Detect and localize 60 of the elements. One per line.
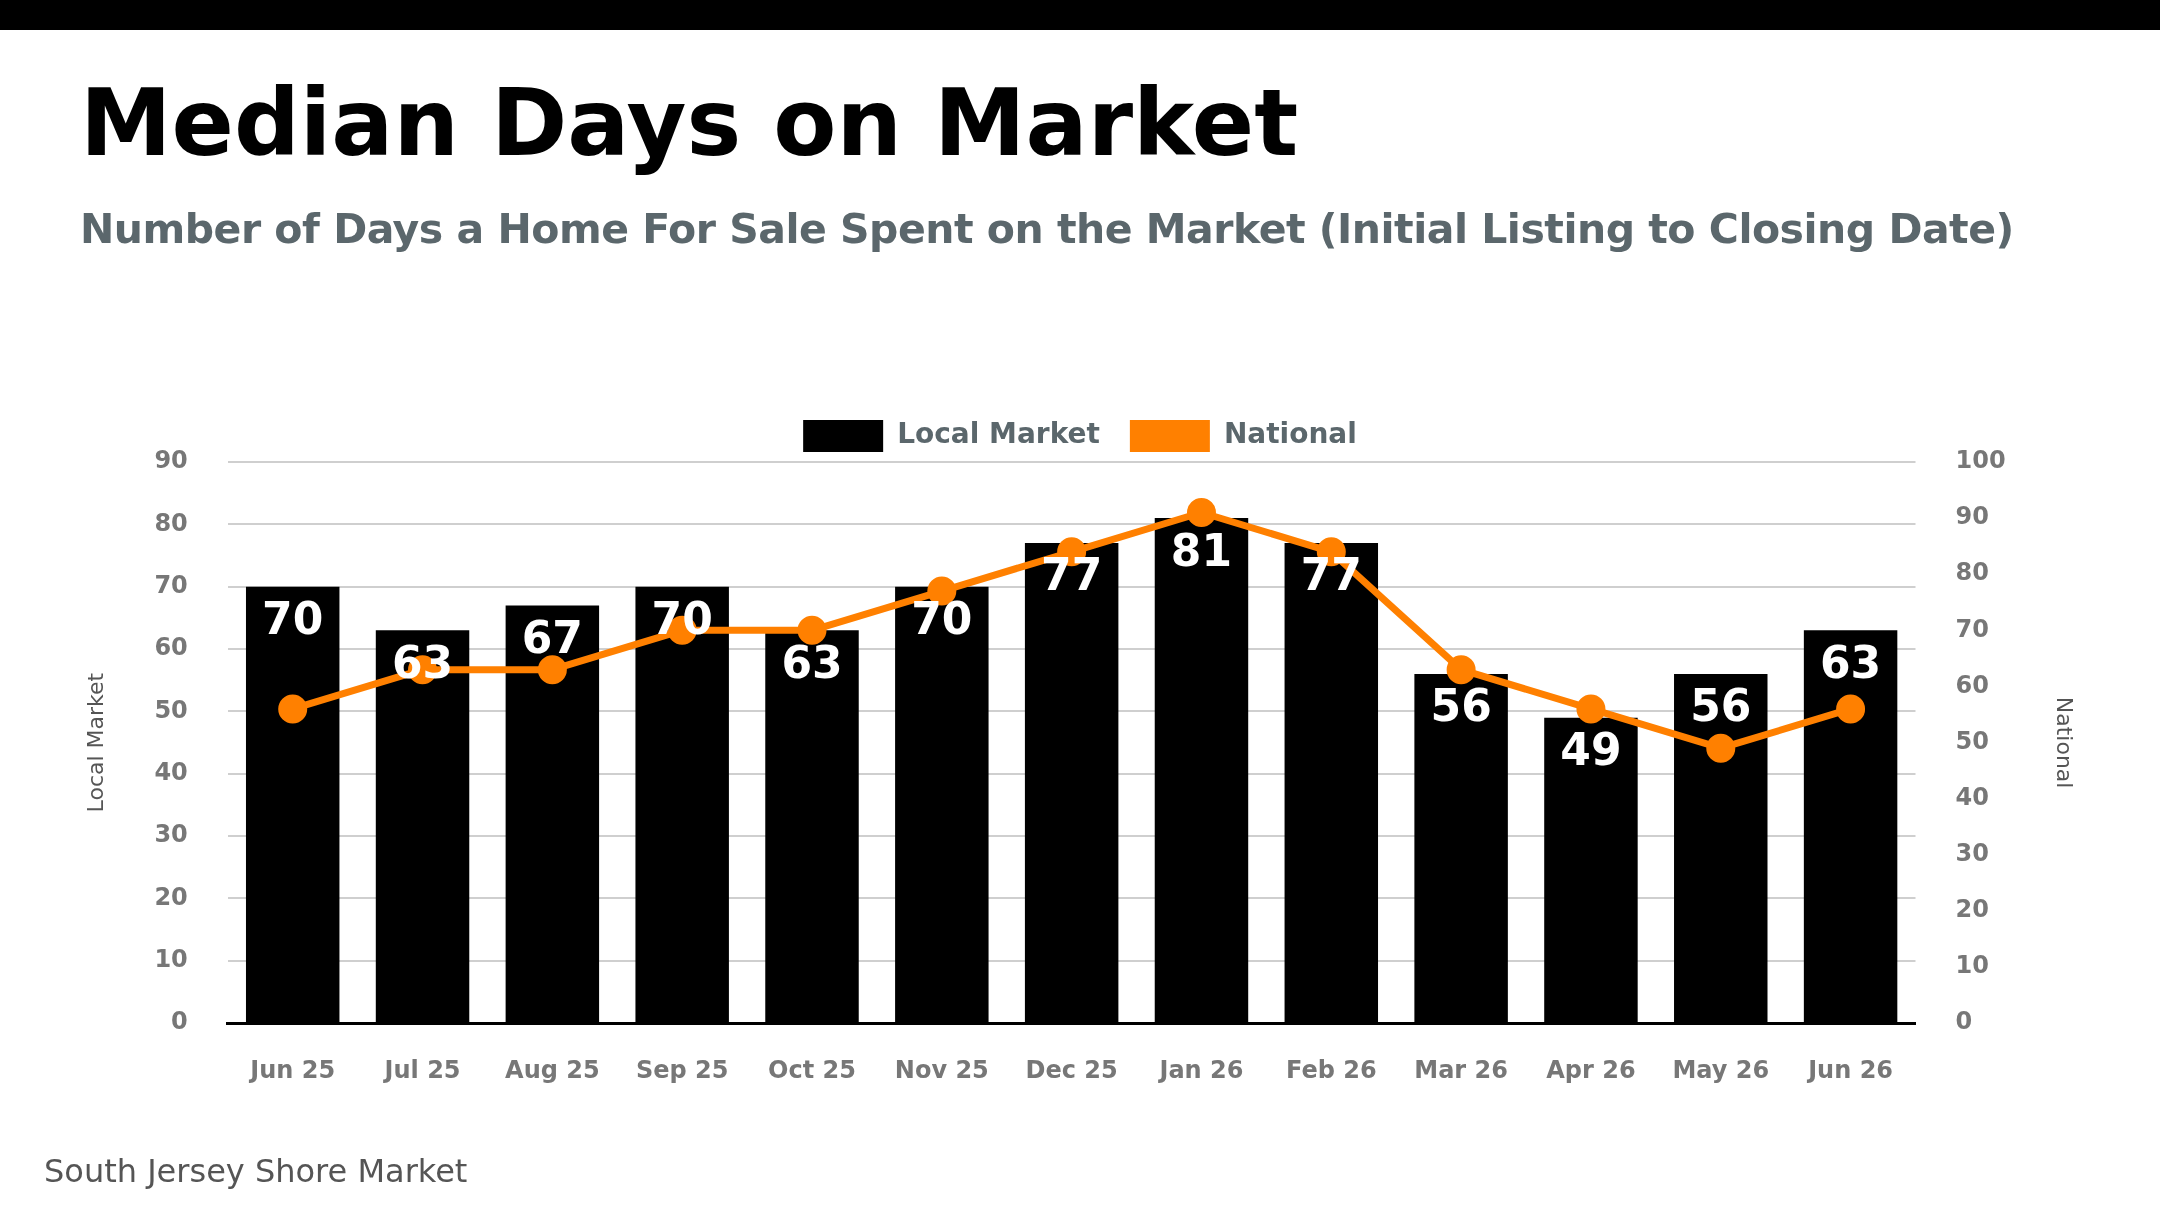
y2-tick-label: 80 [1955, 558, 1989, 587]
x-tick-label: Feb 26 [1285, 1055, 1377, 1084]
legend-label: National [1223, 417, 1357, 451]
x-tick-label: Jun 26 [1806, 1055, 1894, 1084]
data-label: 63 [1819, 636, 1882, 688]
point [537, 655, 567, 685]
x-tick-label: Apr 26 [1546, 1055, 1636, 1084]
y-axis-title: Local Market [82, 672, 108, 813]
x-tick-label: Jul 25 [382, 1055, 461, 1084]
data-label: 70 [262, 593, 324, 645]
x-tick-label: Jun 25 [248, 1055, 336, 1084]
y-tick-label: 30 [154, 820, 188, 849]
point [1706, 733, 1736, 763]
y-tick-label: 70 [154, 570, 188, 599]
legend-label: Local Market [897, 417, 1100, 451]
y-tick-label: 20 [154, 882, 188, 911]
y2-tick-label: 0 [1955, 1007, 1973, 1036]
y-tick-label: 80 [154, 508, 188, 537]
x-tick-label: Aug 25 [505, 1055, 600, 1084]
data-label: 56 [1690, 680, 1752, 732]
data-label: 49 [1560, 724, 1622, 776]
data-label: 56 [1430, 680, 1492, 732]
point [1576, 694, 1606, 724]
y-tick-label: 50 [154, 695, 188, 724]
data-label: 70 [911, 593, 973, 645]
x-tick-label: Dec 25 [1025, 1055, 1118, 1084]
x-tick-label: Oct 25 [768, 1055, 856, 1084]
text: South Jersey Shore Market [44, 1152, 468, 1190]
y-tick-label: 60 [154, 633, 188, 662]
x-tick-label: Nov 25 [894, 1055, 989, 1084]
y-tick-label: 10 [154, 945, 188, 974]
y2-tick-label: 20 [1955, 895, 1989, 924]
y2-tick-label: 90 [1955, 502, 1989, 531]
x-tick-label: Sep 25 [635, 1055, 729, 1084]
point [797, 615, 827, 645]
y-tick-label: 40 [154, 758, 188, 787]
y2-tick-label: 30 [1955, 839, 1989, 868]
chart-subtitle: Number of Days a Home For Sale Spent on the Market (Initial Listing to Closing Date) [80, 205, 2014, 253]
y2-axis-title: National [2052, 696, 2078, 789]
data-label: 77 [1300, 549, 1362, 601]
y2-tick-label: 60 [1955, 670, 1989, 699]
y-tick-label: 0 [171, 1007, 188, 1036]
x-tick-label: Jan 26 [1157, 1055, 1244, 1084]
data-label: 81 [1170, 524, 1233, 576]
point [278, 694, 308, 724]
x-tick-label: May 26 [1672, 1055, 1770, 1084]
point [1836, 694, 1866, 724]
y2-tick-label: 10 [1955, 951, 1989, 980]
data-label: 67 [521, 611, 583, 663]
y2-tick-label: 70 [1955, 614, 1989, 643]
y-tick-label: 90 [154, 446, 188, 475]
chart-title: Median Days on Market [80, 70, 1299, 177]
y2-tick-label: 40 [1955, 782, 1989, 811]
data-label: 63 [781, 636, 843, 688]
data-label: 77 [1041, 549, 1103, 601]
y2-tick-label: 50 [1955, 726, 1989, 755]
x-tick-label: Mar 26 [1414, 1055, 1508, 1084]
point [1446, 655, 1476, 685]
point [1186, 498, 1216, 528]
y2-tick-label: 100 [1955, 446, 2006, 475]
